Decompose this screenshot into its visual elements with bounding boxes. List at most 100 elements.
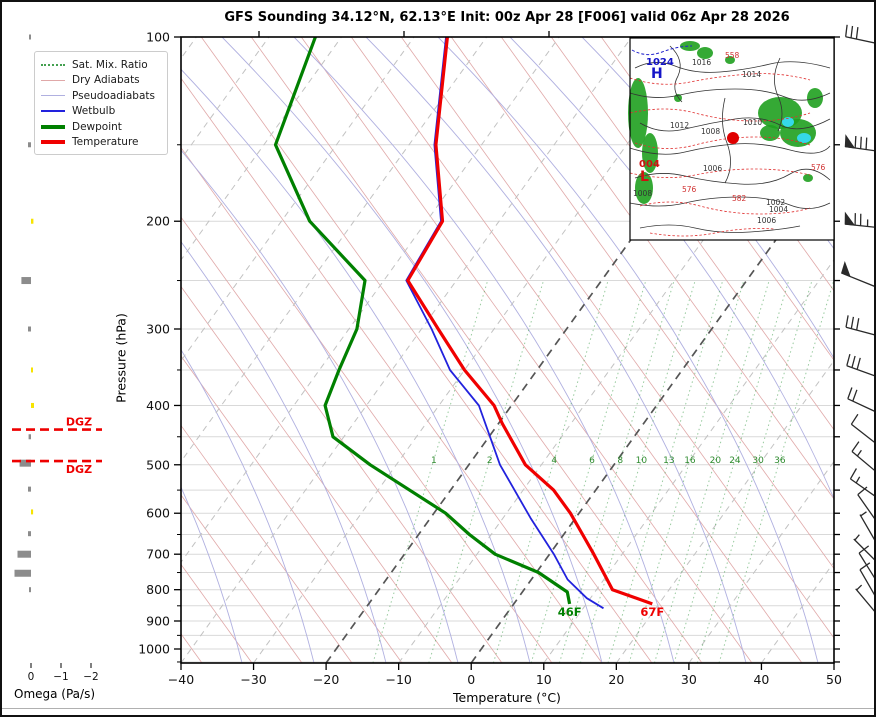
map-isobar-contour	[629, 196, 831, 209]
legend-label: Temperature	[72, 136, 139, 149]
map-location-marker	[727, 132, 739, 144]
wind-barb	[845, 24, 874, 44]
omega-bar	[29, 587, 31, 593]
mixing-ratio-line	[653, 279, 770, 663]
dewpoint-line	[273, 37, 572, 605]
dry-adiabat-line	[181, 285, 453, 663]
mixing-ratio-label: 4	[551, 456, 557, 466]
pseudoadiabat-line	[437, 37, 819, 663]
map-isobar-contour	[634, 61, 831, 73]
temperature-tick-label: −10	[385, 672, 411, 687]
isotherm-line	[181, 37, 633, 663]
omega-bar	[17, 550, 31, 558]
pressure-tick-label: 200	[146, 214, 170, 229]
dry-adiabat-line	[450, 37, 834, 570]
map-precip-area	[760, 125, 780, 141]
temperature-tick-label: −20	[313, 672, 339, 687]
omega-bar	[19, 459, 31, 467]
pressure-axis-label: Pressure (hPa)	[113, 313, 129, 403]
isotherm-line	[181, 37, 488, 463]
map-isobar-contour	[629, 88, 831, 101]
omega-tick-label: 0	[28, 671, 35, 683]
map-label: 1006	[703, 164, 722, 173]
mixing-ratio-label: 24	[729, 456, 741, 466]
legend-entry: Temperature	[41, 135, 161, 151]
page-title: GFS Sounding 34.12°N, 62.13°E Init: 00z …	[224, 10, 790, 25]
dry-adiabat-line	[300, 37, 753, 663]
temperature-tick-label: 20	[608, 672, 624, 687]
mixing-ratio-label: 30	[752, 456, 764, 466]
isotherm-line	[181, 37, 270, 160]
map-precip-area	[680, 41, 700, 51]
wind-barb	[857, 486, 874, 519]
legend-label: Pseudoadiabats	[72, 89, 155, 102]
pseudoadiabat-line	[181, 348, 315, 663]
map-label: 1024	[646, 57, 674, 68]
omega-bar	[28, 326, 31, 332]
pressure-tick-label: 600	[146, 506, 170, 521]
pseudoadiabat-line	[509, 37, 834, 500]
pseudoadiabat-line	[181, 149, 459, 663]
pressure-tick-label: 900	[146, 613, 170, 628]
wind-barb	[859, 511, 874, 541]
map-isobar-contour	[722, 97, 731, 184]
map-precip-area	[628, 78, 648, 148]
wind-barb	[859, 562, 874, 596]
surface-temp-label: 46F	[558, 605, 582, 619]
legend-entry: Dewpoint	[41, 119, 161, 135]
mixing-ratio-line	[558, 279, 675, 663]
pseudoadiabat-line	[181, 486, 243, 663]
mixing-ratio-label: 8	[617, 456, 623, 466]
isotherm-line	[325, 37, 778, 663]
mixing-ratio-line	[428, 279, 545, 663]
omega-bar	[31, 218, 34, 224]
mixing-ratio-line	[696, 279, 813, 663]
plot-border	[180, 36, 835, 664]
dry-adiabat-line	[400, 37, 834, 639]
isotherm-line	[543, 259, 834, 663]
wind-barb	[846, 353, 874, 377]
wind-barb	[845, 315, 874, 336]
isotherm-line	[181, 37, 342, 261]
pseudoadiabat-line	[365, 37, 747, 663]
temperature-tick-label: 10	[536, 672, 552, 687]
temperature-tick-label: 40	[753, 672, 769, 687]
temperature-axis-label: Temperature (°C)	[453, 690, 561, 705]
mixing-ratio-label: 20	[710, 456, 722, 466]
omega-bar	[31, 509, 34, 515]
omega-bar	[31, 402, 34, 408]
map-border	[629, 37, 835, 241]
map-trough-line	[631, 45, 693, 56]
mixing-ratio-label: 1	[431, 456, 437, 466]
dgz-label: DGZ	[66, 416, 92, 429]
map-thickness-contour	[629, 168, 811, 178]
mixing-ratio-line	[673, 279, 790, 663]
map-heavy-precip-area	[797, 133, 811, 143]
mixing-ratio-line	[372, 279, 489, 663]
omega-bar	[29, 34, 31, 40]
omega-bar	[31, 367, 33, 373]
map-label: 558	[725, 51, 740, 60]
map-isobar-contour	[639, 224, 801, 233]
dry-adiabat-line	[250, 37, 703, 663]
legend-entry: Sat. Mix. Ratio	[41, 57, 161, 73]
mixing-ratio-line	[628, 279, 745, 663]
omega-bar	[28, 486, 31, 492]
omega-axis-label: Omega (Pa/s)	[14, 687, 96, 701]
map-precip-area	[803, 174, 813, 182]
map-precip-area	[697, 47, 713, 59]
map-label: 1002	[766, 198, 785, 207]
wind-barb	[849, 468, 874, 497]
map-isobar-contour	[639, 117, 831, 132]
wind-barb	[850, 413, 874, 443]
pseudoadiabat-line	[181, 241, 387, 663]
map-label: 1008	[701, 127, 720, 136]
map-label: 582	[732, 194, 747, 203]
isotherm-line	[470, 157, 834, 663]
wind-barb	[858, 545, 874, 579]
dry-adiabat-line	[181, 147, 553, 663]
map-isobar-contour	[774, 57, 783, 132]
map-label: 1012	[670, 121, 689, 130]
mixing-ratio-line	[607, 279, 724, 663]
legend-box: Sat. Mix. Ratio Dry Adiabats Pseudoadiabat…	[34, 51, 168, 155]
